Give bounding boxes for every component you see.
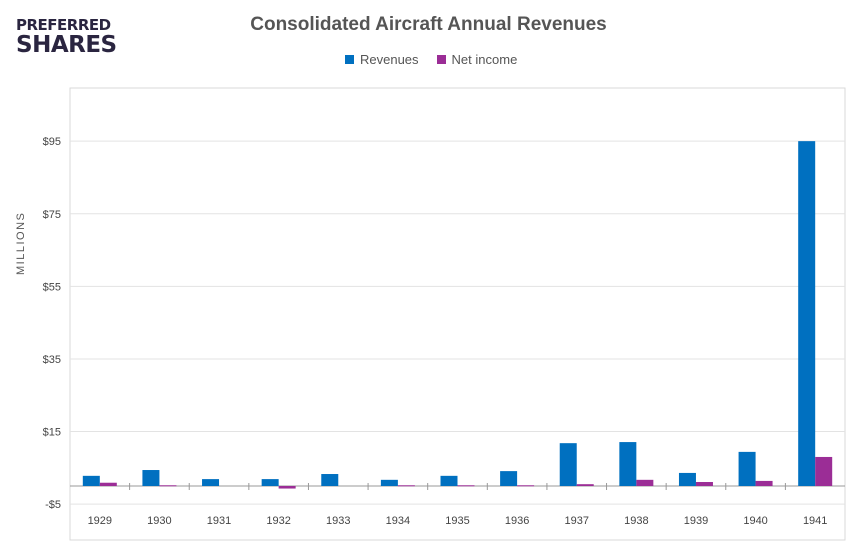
logo-line2: SHARES <box>16 32 117 58</box>
chart-title-text: Consolidated Aircraft Annual Revenues <box>250 14 607 35</box>
chart-title: Consolidated Aircraft Annual Revenues <box>0 14 857 36</box>
y-tick-label: $15 <box>43 427 61 439</box>
bar-revenues-1940 <box>738 451 756 486</box>
bar-net-income-1938 <box>636 479 654 486</box>
y-tick-label: $95 <box>43 136 61 148</box>
bar-net-income-1941 <box>815 456 833 486</box>
y-tick-label: $75 <box>43 209 61 221</box>
x-tick-label: 1937 <box>564 515 588 527</box>
logo: PREFERRED SHARES <box>16 18 117 57</box>
bar-revenues-1938 <box>619 442 637 486</box>
x-tick-label: 1938 <box>624 515 648 527</box>
y-tick-label: $35 <box>43 354 61 366</box>
bar-revenues-1936 <box>500 471 518 486</box>
bar-net-income-1934 <box>397 485 415 487</box>
bar-revenues-1930 <box>142 470 160 486</box>
bar-net-income-1929 <box>99 482 117 486</box>
y-tick-label: -$5 <box>45 499 61 511</box>
legend-item-revenues: Revenues <box>345 52 419 67</box>
x-tick-label: 1929 <box>88 515 112 527</box>
bar-revenues-1932 <box>261 479 279 486</box>
x-tick-label: 1941 <box>803 515 827 527</box>
bar-revenues-1933 <box>321 474 339 486</box>
x-tick-label: 1933 <box>326 515 350 527</box>
bar-revenues-1935 <box>440 475 458 486</box>
legend: Revenues Net income <box>345 52 517 67</box>
bar-revenues-1937 <box>559 443 577 486</box>
x-tick-label: 1939 <box>684 515 708 527</box>
bar-revenues-1934 <box>380 479 398 486</box>
bar-net-income-1935 <box>457 485 475 487</box>
bar-net-income-1940 <box>755 480 773 486</box>
plot-border <box>69 87 846 541</box>
x-tick-label: 1940 <box>743 515 767 527</box>
bar-net-income-1936 <box>517 485 535 487</box>
legend-swatch-revenues <box>345 55 354 64</box>
bar-net-income-1937 <box>576 484 594 486</box>
legend-label-revenues: Revenues <box>360 52 419 67</box>
x-tick-label: 1930 <box>147 515 171 527</box>
y-tick-label: $55 <box>43 281 61 293</box>
logo-line1: PREFERRED <box>16 16 111 34</box>
legend-label-net-income: Net income <box>451 52 518 67</box>
bar-revenues-1931 <box>202 479 220 486</box>
x-tick-label: 1932 <box>266 515 290 527</box>
bar-net-income-1930 <box>159 485 177 487</box>
bar-revenues-1939 <box>678 472 696 486</box>
x-tick-label: 1936 <box>505 515 529 527</box>
x-tick-label: 1931 <box>207 515 231 527</box>
legend-swatch-net-income <box>436 55 446 64</box>
x-tick-label: 1935 <box>445 515 469 527</box>
bar-net-income-1932 <box>278 486 296 489</box>
bar-net-income-1939 <box>695 482 713 486</box>
bar-revenues-1929 <box>82 475 100 486</box>
legend-item-net-income: Net income <box>436 52 518 67</box>
x-tick-label: 1934 <box>386 515 410 527</box>
bar-revenues-1941 <box>798 141 816 486</box>
